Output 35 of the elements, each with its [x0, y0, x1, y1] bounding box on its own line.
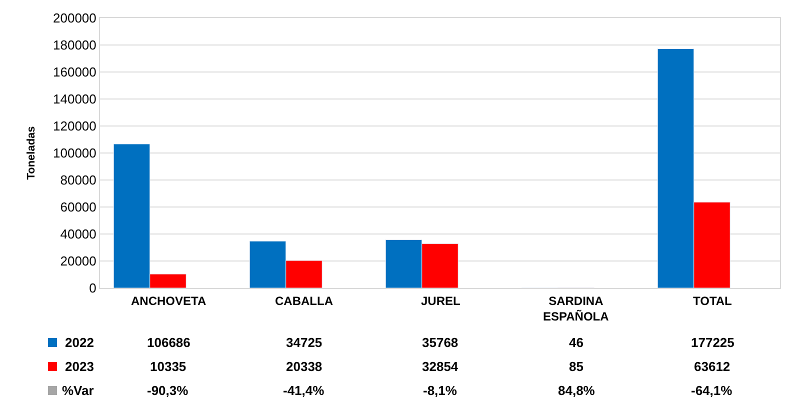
x-tick-label: CABALLA — [275, 294, 334, 308]
x-tick-label: JUREL — [421, 294, 460, 308]
x-tick-label: SARDINA ESPAÑOLA — [543, 294, 610, 324]
y-tick-label: 40000 — [60, 226, 96, 242]
text: -41,4% — [283, 383, 324, 398]
text: -8,1% — [423, 383, 457, 398]
y-tick-label: 60000 — [60, 200, 96, 215]
x-tick-label: TOTAL — [693, 294, 732, 308]
y-tick-label: 100000 — [53, 146, 96, 161]
data-label: 34725 — [286, 335, 322, 350]
data-label: 177225 — [691, 335, 734, 350]
y-tick-label: 160000 — [53, 64, 96, 80]
data-label: 35768 — [422, 335, 458, 350]
y-tick-label: 200000 — [53, 10, 96, 26]
y-tick-label: 80000 — [60, 172, 96, 188]
data-label: 46 — [569, 335, 584, 350]
text: -64,1% — [691, 383, 732, 398]
y-tick-label: 120000 — [53, 118, 96, 134]
y-tick-label: 140000 — [53, 92, 96, 107]
y-tick-label: 0 — [89, 280, 96, 296]
text: 84,8% — [558, 383, 595, 398]
data-label: 32854 — [422, 359, 459, 374]
x-tick-label: ANCHOVETA — [131, 294, 206, 308]
legend-label: 2023 — [65, 359, 94, 374]
data-label: 106686 — [147, 335, 190, 350]
data-label: 63612 — [694, 359, 730, 374]
y-axis-title: Toneladas — [26, 126, 38, 180]
y-tick-label: 20000 — [60, 254, 96, 269]
legend-label: %Var — [62, 383, 94, 398]
data-label: 85 — [569, 359, 584, 374]
data-label: 10335 — [150, 359, 186, 374]
legend-label: 2022 — [65, 335, 94, 350]
text: -90,3% — [147, 383, 188, 398]
data-label: 20338 — [286, 359, 322, 374]
y-tick-label: 180000 — [53, 38, 96, 53]
